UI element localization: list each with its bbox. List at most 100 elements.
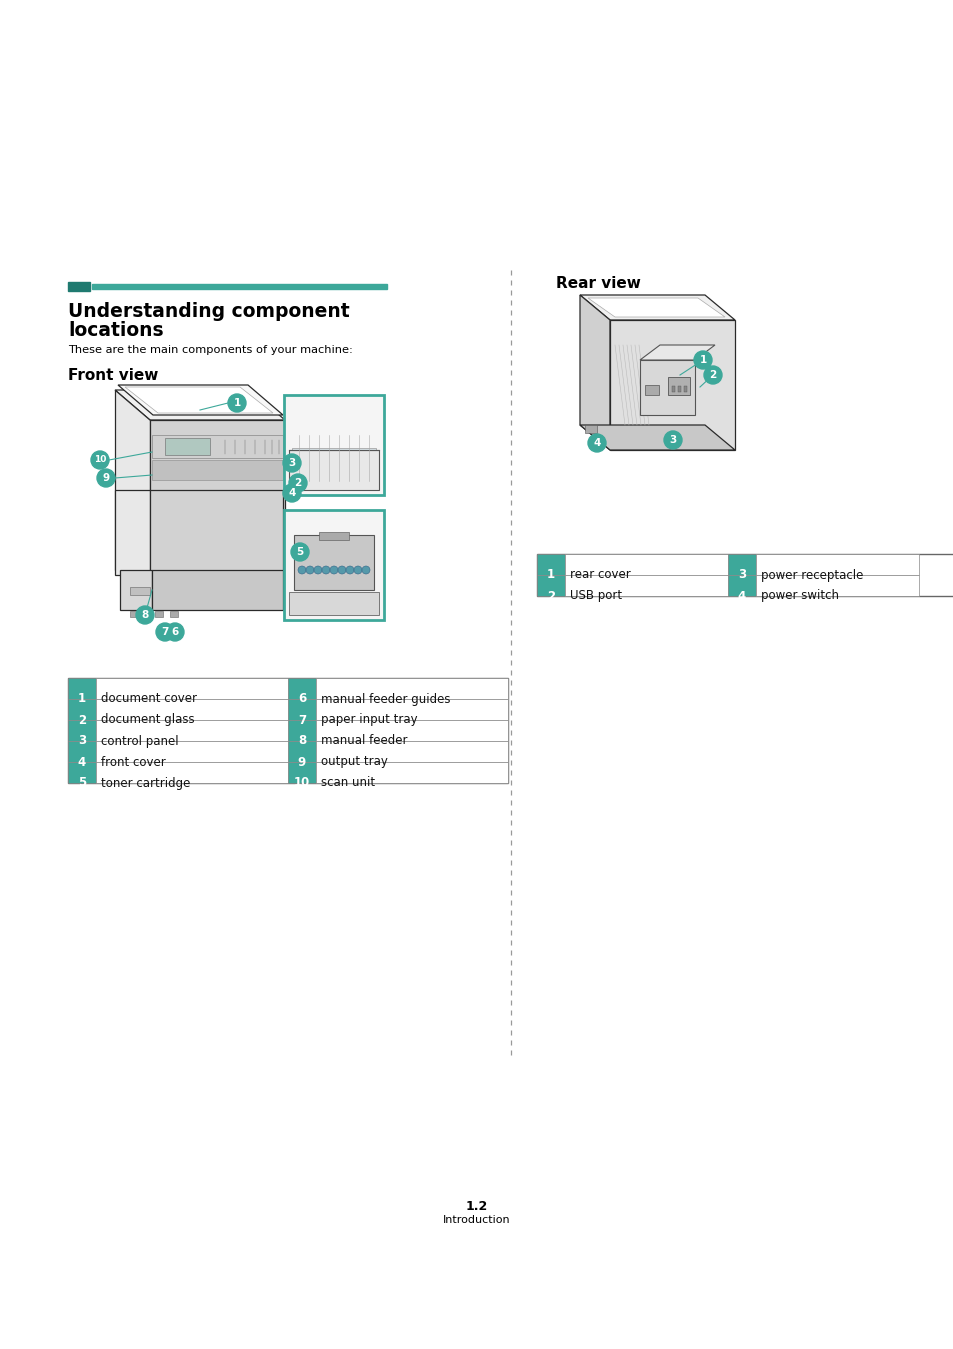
Bar (315, 720, 507, 741)
Bar (727, 575, 755, 596)
Bar (284, 510, 384, 621)
Bar (678, 386, 680, 393)
Bar (315, 699, 507, 720)
Circle shape (330, 567, 337, 575)
Text: 8: 8 (141, 610, 149, 621)
Polygon shape (118, 384, 283, 415)
Bar (130, 611, 138, 616)
Text: 1: 1 (699, 355, 706, 366)
Text: 7: 7 (297, 714, 306, 727)
Text: 1: 1 (233, 398, 240, 407)
Polygon shape (609, 320, 734, 451)
Text: USB port: USB port (569, 590, 621, 603)
Circle shape (306, 567, 314, 575)
Text: manual feeder guides: manual feeder guides (320, 692, 450, 706)
Circle shape (587, 434, 605, 452)
Polygon shape (115, 390, 150, 571)
Text: 2: 2 (78, 714, 86, 727)
Bar (288, 679, 315, 699)
Bar (584, 425, 597, 433)
Text: 6: 6 (172, 627, 178, 637)
Text: 9: 9 (297, 755, 306, 769)
Text: 4: 4 (593, 438, 600, 448)
Text: Front view: Front view (68, 368, 158, 383)
Bar (68, 741, 96, 762)
Text: paper input tray: paper input tray (320, 714, 417, 727)
Text: These are the main components of your machine:: These are the main components of your ma… (68, 345, 353, 355)
Circle shape (228, 394, 246, 411)
Polygon shape (165, 438, 210, 455)
Bar (564, 554, 727, 575)
Text: 7: 7 (161, 627, 169, 637)
Polygon shape (579, 425, 734, 451)
Bar (644, 384, 659, 395)
Bar (537, 554, 564, 575)
Text: Understanding component: Understanding component (68, 302, 349, 321)
Text: Introduction: Introduction (443, 1215, 510, 1225)
Text: front cover: front cover (101, 755, 166, 769)
Text: 3: 3 (78, 734, 86, 747)
Polygon shape (115, 390, 285, 420)
Bar (170, 611, 178, 616)
Text: 6: 6 (297, 692, 306, 706)
Circle shape (361, 567, 370, 575)
Bar (727, 554, 755, 575)
Text: 2: 2 (546, 590, 555, 603)
Bar (292, 448, 375, 483)
Bar (683, 386, 686, 393)
Circle shape (663, 430, 681, 449)
Text: power switch: power switch (760, 590, 838, 603)
Text: 4: 4 (288, 488, 295, 498)
Text: 3: 3 (669, 434, 676, 445)
Polygon shape (152, 460, 283, 480)
Circle shape (289, 473, 307, 492)
Bar (315, 679, 507, 699)
Text: scan unit: scan unit (320, 777, 375, 789)
Bar (68, 699, 96, 720)
Bar (96, 720, 288, 741)
Text: 10: 10 (93, 456, 106, 464)
Text: 3: 3 (738, 568, 745, 581)
Text: manual feeder: manual feeder (320, 734, 407, 747)
Bar (288, 699, 315, 720)
Bar (96, 699, 288, 720)
Bar (130, 587, 150, 595)
Bar (671, 386, 675, 393)
Circle shape (97, 469, 115, 487)
Text: 8: 8 (297, 734, 306, 747)
Polygon shape (152, 434, 283, 459)
Text: document cover: document cover (101, 692, 196, 706)
Polygon shape (639, 345, 714, 360)
Polygon shape (289, 592, 378, 615)
Circle shape (156, 623, 173, 641)
Circle shape (314, 567, 322, 575)
Text: 1.2: 1.2 (465, 1201, 488, 1213)
Bar (68, 679, 507, 782)
Circle shape (291, 544, 309, 561)
Text: 3: 3 (288, 459, 295, 468)
Bar (288, 762, 315, 782)
Bar (68, 762, 96, 782)
Polygon shape (639, 360, 695, 415)
Circle shape (91, 451, 109, 469)
Circle shape (337, 567, 346, 575)
Polygon shape (579, 295, 734, 320)
Text: 10: 10 (294, 777, 310, 789)
Circle shape (166, 623, 184, 641)
Circle shape (283, 455, 301, 472)
Text: control panel: control panel (101, 734, 178, 747)
Bar (284, 395, 384, 495)
Polygon shape (120, 571, 152, 610)
Bar (537, 554, 953, 596)
Bar (537, 575, 564, 596)
Bar (96, 762, 288, 782)
Text: locations: locations (68, 321, 164, 340)
Bar (288, 720, 315, 741)
Text: 5: 5 (296, 546, 303, 557)
Bar (288, 741, 315, 762)
Text: 2: 2 (709, 370, 716, 380)
Text: 4: 4 (737, 590, 745, 603)
Circle shape (283, 484, 301, 502)
Text: document glass: document glass (101, 714, 194, 727)
Bar (154, 611, 163, 616)
